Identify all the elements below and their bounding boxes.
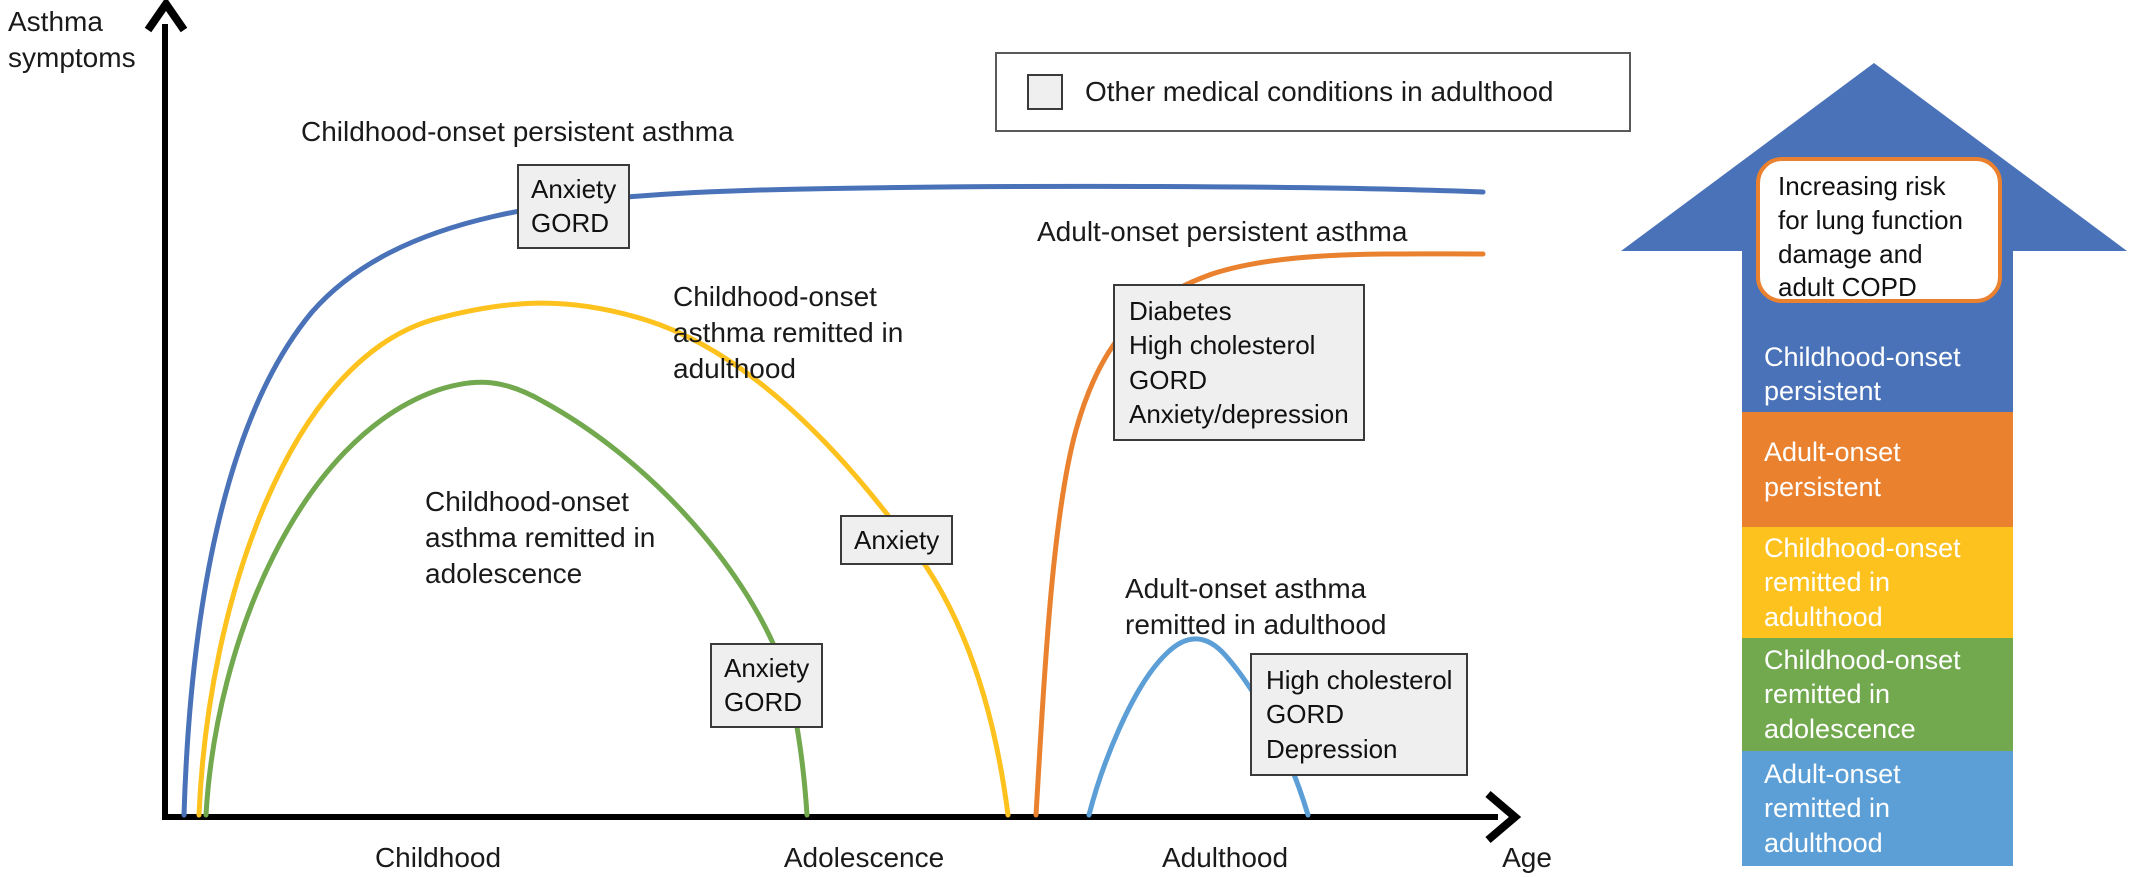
label-adult-onset-remitted-adulthood: Adult-onset asthma remitted in adulthood — [1125, 573, 1387, 640]
condition-box-diabetes: Diabetes High cholesterol GORD Anxiety/d… — [1113, 284, 1365, 442]
risk-band-label: Adult-onset persistent — [1764, 437, 1901, 502]
risk-band-label: Adult-onset remitted in adulthood — [1764, 759, 1901, 858]
legend: Other medical conditions in adulthood — [995, 52, 1631, 132]
condition-box-anxiety-gord-2: Anxiety GORD — [710, 643, 824, 728]
x-tick-adulthood: Adulthood — [1161, 842, 1289, 873]
y-axis-arrowhead-icon — [144, 0, 188, 33]
curve-childhood-onset-remitted-adolescence — [203, 379, 810, 818]
condition-box-anxiety: Anxiety — [840, 515, 954, 566]
risk-arrow-title-box: Increasing risk for lung function damage… — [1756, 157, 2002, 303]
label-adult-onset-persistent: Adult-onset persistent asthma — [1037, 216, 1408, 247]
x-tick-adolescence: Adolescence — [783, 842, 945, 873]
condition-box-anxiety-gord-1: Anxiety GORD — [517, 164, 631, 249]
risk-arrow-shaft: Childhood-onset persistent Adult-onset p… — [1742, 251, 2013, 866]
y-axis-label: Asthma symptoms — [8, 6, 136, 74]
label-childhood-onset-remitted-adulthood: Childhood-onset asthma remitted in adult… — [673, 281, 904, 384]
x-axis-arrowhead-icon — [1485, 790, 1522, 844]
curve-childhood-onset-remitted-adulthood — [196, 300, 1011, 818]
legend-swatch-icon — [1027, 74, 1063, 110]
risk-band-adult-onset-persistent: Adult-onset persistent — [1742, 412, 2013, 527]
risk-band-label: Childhood-onset persistent — [1764, 341, 1961, 406]
condition-box-high-cholesterol: High cholesterol GORD Depression — [1250, 653, 1469, 776]
risk-band-childhood-onset-remitted-adolescence: Childhood-onset remitted in adolescence — [1742, 638, 2013, 751]
risk-band-label: Childhood-onset remitted in adolescence — [1764, 645, 1961, 744]
label-childhood-onset-remitted-adolescence: Childhood-onset asthma remitted in adole… — [425, 486, 656, 589]
label-childhood-onset-persistent: Childhood-onset persistent asthma — [301, 116, 734, 147]
risk-band-childhood-onset-remitted-adulthood: Childhood-onset remitted in adulthood — [1742, 527, 2013, 638]
risk-band-adult-onset-remitted-adulthood: Adult-onset remitted in adulthood — [1742, 751, 2013, 866]
risk-band-label: Childhood-onset remitted in adulthood — [1764, 533, 1961, 632]
x-tick-childhood: Childhood — [374, 842, 502, 873]
legend-label: Other medical conditions in adulthood — [1085, 76, 1554, 107]
x-axis-label: Age — [1502, 842, 1552, 873]
